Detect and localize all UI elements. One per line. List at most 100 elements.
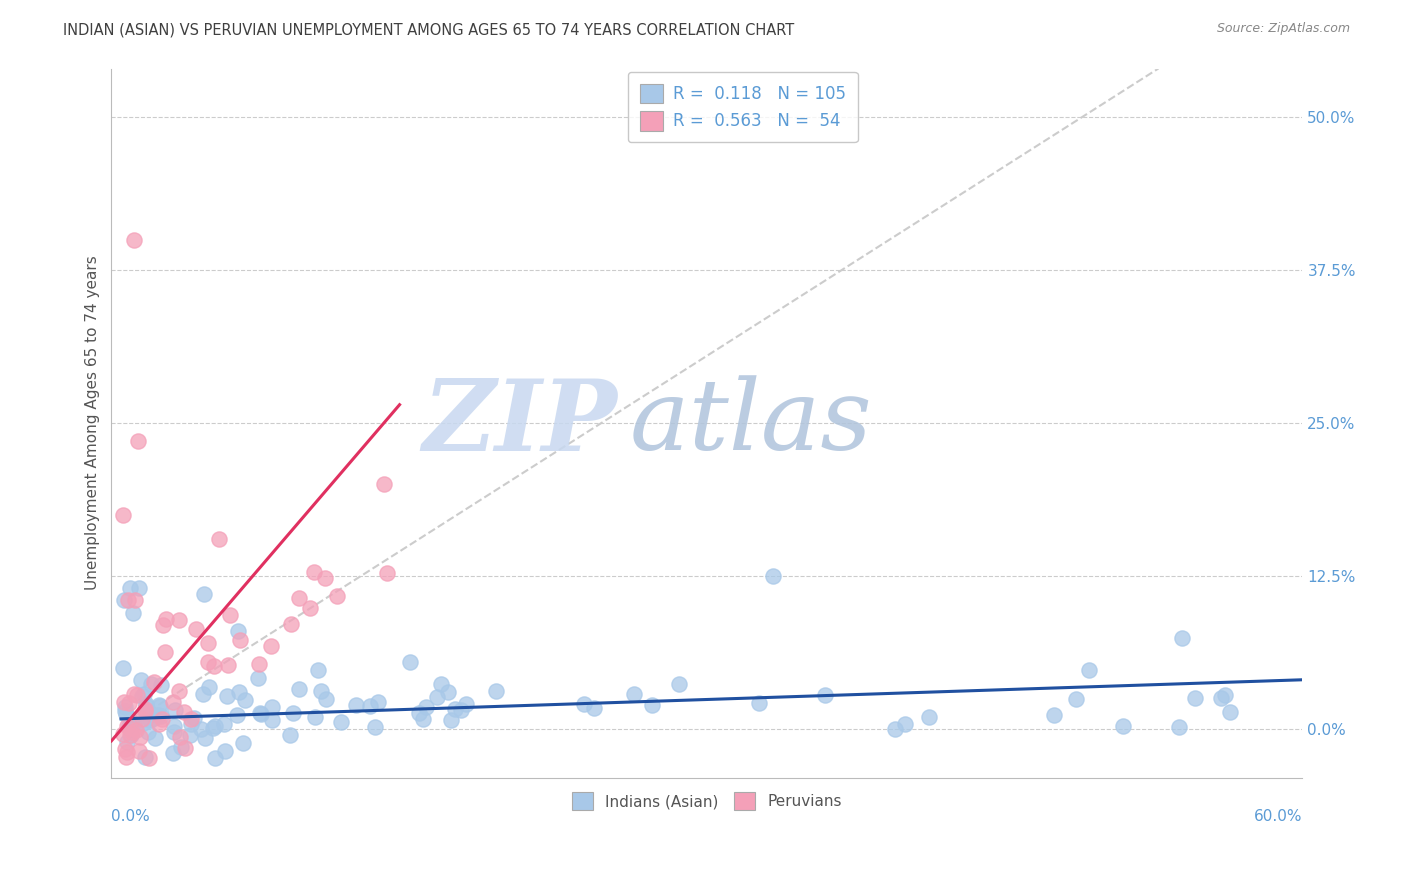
Point — [139, 713, 162, 727]
Point — [118, 718, 141, 732]
Point — [309, 684, 332, 698]
Point — [408, 706, 430, 721]
Point — [152, 617, 174, 632]
Point — [180, 717, 202, 731]
Point — [359, 698, 381, 713]
Point — [399, 655, 422, 669]
Point — [307, 664, 329, 678]
Point — [450, 703, 472, 717]
Point — [155, 644, 177, 658]
Point — [439, 713, 461, 727]
Point — [641, 698, 664, 712]
Point — [250, 706, 273, 721]
Point — [893, 716, 915, 731]
Point — [127, 689, 149, 703]
Point — [1168, 720, 1191, 734]
Point — [762, 569, 785, 583]
Point — [111, 727, 134, 741]
Point — [183, 711, 205, 725]
Point — [572, 697, 595, 711]
Point — [315, 691, 337, 706]
Point — [280, 617, 302, 632]
Point — [299, 601, 322, 615]
Point — [121, 724, 143, 739]
Point — [143, 674, 166, 689]
Point — [314, 571, 336, 585]
Point — [169, 730, 191, 744]
Point — [120, 728, 142, 742]
Point — [197, 636, 219, 650]
Text: atlas: atlas — [630, 376, 872, 471]
Point — [214, 744, 236, 758]
Point — [232, 736, 254, 750]
Point — [112, 593, 135, 607]
Point — [304, 710, 326, 724]
Point — [217, 689, 239, 703]
Point — [198, 680, 221, 694]
Point — [437, 685, 460, 699]
Point — [326, 589, 349, 603]
Point — [247, 657, 270, 672]
Point — [917, 710, 939, 724]
Point — [146, 708, 169, 723]
Point — [155, 612, 177, 626]
Point — [208, 532, 231, 546]
Point — [278, 728, 301, 742]
Point — [146, 708, 169, 723]
Point — [1170, 631, 1192, 645]
Point — [170, 739, 193, 754]
Point — [364, 720, 387, 734]
Point — [138, 751, 160, 765]
Point — [131, 689, 153, 703]
Point — [329, 715, 352, 730]
Point — [344, 698, 367, 712]
Point — [136, 724, 159, 739]
Point — [748, 696, 770, 710]
Point — [167, 614, 190, 628]
Point — [134, 687, 156, 701]
Point — [1078, 663, 1101, 677]
Text: INDIAN (ASIAN) VS PERUVIAN UNEMPLOYMENT AMONG AGES 65 TO 74 YEARS CORRELATION CH: INDIAN (ASIAN) VS PERUVIAN UNEMPLOYMENT … — [63, 22, 794, 37]
Point — [233, 693, 256, 707]
Point — [120, 581, 142, 595]
Point — [114, 749, 136, 764]
Point — [163, 703, 186, 717]
Point — [162, 746, 184, 760]
Text: ZIP: ZIP — [423, 375, 617, 471]
Point — [193, 587, 215, 601]
Point — [174, 741, 197, 756]
Point — [120, 728, 142, 742]
Point — [456, 697, 478, 711]
Point — [128, 581, 150, 595]
Point — [202, 658, 225, 673]
Point — [114, 700, 136, 714]
Point — [163, 719, 186, 733]
Point — [412, 712, 434, 726]
Point — [190, 722, 212, 736]
Point — [302, 566, 325, 580]
Point — [118, 696, 141, 710]
Point — [194, 731, 217, 745]
Point — [217, 657, 239, 672]
Point — [124, 687, 146, 701]
Point — [262, 699, 284, 714]
Point — [135, 698, 157, 713]
Point — [134, 702, 156, 716]
Point — [1213, 688, 1236, 702]
Point — [814, 688, 837, 702]
Point — [288, 682, 311, 697]
Point — [249, 706, 271, 720]
Point — [149, 709, 172, 723]
Point — [179, 728, 201, 742]
Point — [114, 704, 136, 718]
Point — [112, 661, 135, 675]
Point — [162, 695, 184, 709]
Point — [212, 717, 235, 731]
Point — [582, 701, 605, 715]
Point — [426, 690, 449, 705]
Point — [1042, 708, 1064, 723]
Point — [128, 744, 150, 758]
Point — [1112, 719, 1135, 733]
Point — [141, 677, 163, 691]
Point — [124, 593, 146, 607]
